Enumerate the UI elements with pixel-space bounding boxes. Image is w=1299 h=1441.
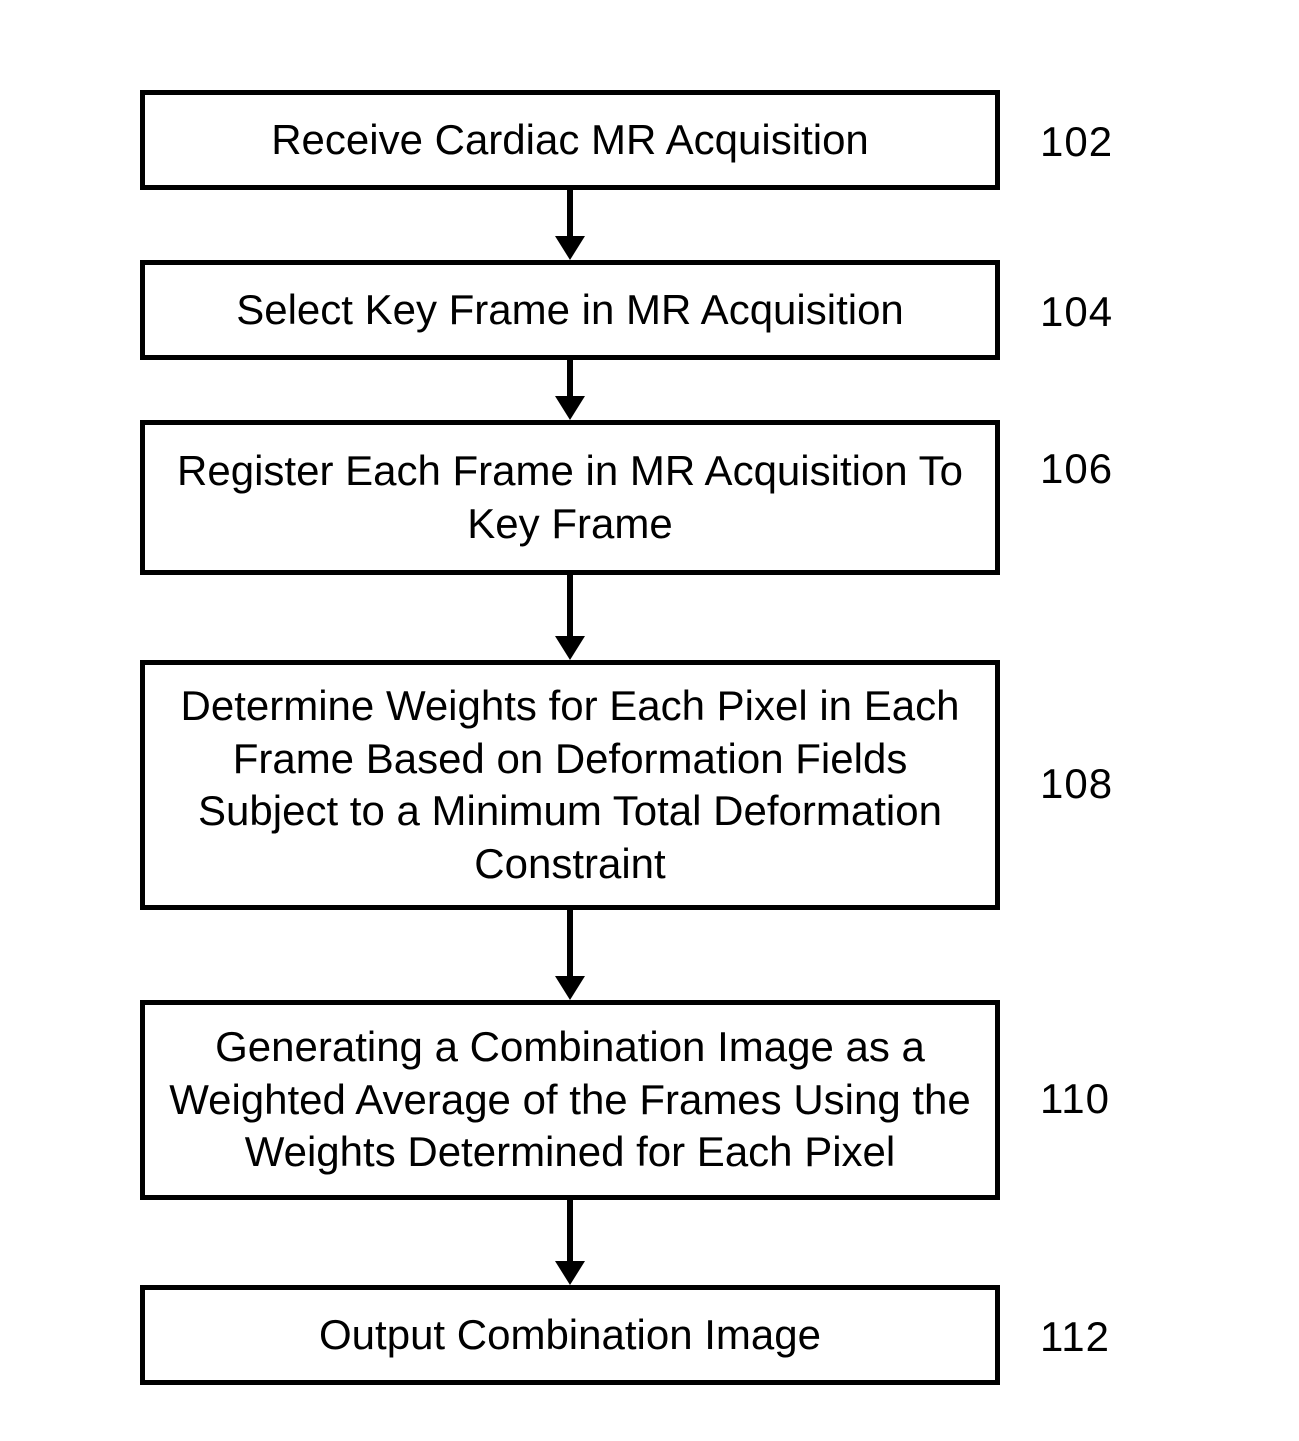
flow-node-text: Determine Weights for Each Pixel in Each… [161,680,979,890]
flow-node-receive-acquisition: Receive Cardiac MR Acquisition [140,90,1000,190]
flow-node-text: Receive Cardiac MR Acquisition [271,114,869,167]
flow-arrow-stem [567,190,573,236]
flow-arrow-head-icon [555,636,585,660]
flow-node-label: 104 [1040,288,1113,336]
flowchart-canvas: Receive Cardiac MR Acquisition 102 Selec… [0,0,1299,1441]
flow-arrow-head-icon [555,396,585,420]
flow-node-determine-weights: Determine Weights for Each Pixel in Each… [140,660,1000,910]
flow-node-label: 110 [1040,1075,1110,1123]
flow-node-label: 108 [1040,760,1113,808]
flow-node-register-frames: Register Each Frame in MR Acquisition To… [140,420,1000,575]
flow-node-text: Select Key Frame in MR Acquisition [236,284,904,337]
flow-arrow-stem [567,1200,573,1261]
flow-arrow-stem [567,575,573,636]
flow-node-text: Generating a Combination Image as a Weig… [161,1021,979,1179]
flow-node-label: 102 [1040,118,1113,166]
flow-arrow-stem [567,910,573,976]
flow-node-text: Output Combination Image [319,1309,821,1362]
flow-arrow-stem [567,360,573,396]
flow-node-label: 106 [1040,445,1113,493]
flow-arrow-head-icon [555,976,585,1000]
flow-arrow-head-icon [555,1261,585,1285]
flow-arrow-head-icon [555,236,585,260]
flow-node-text: Register Each Frame in MR Acquisition To… [161,445,979,550]
flow-node-select-key-frame: Select Key Frame in MR Acquisition [140,260,1000,360]
flow-node-output-image: Output Combination Image [140,1285,1000,1385]
flow-node-generate-combination: Generating a Combination Image as a Weig… [140,1000,1000,1200]
flow-node-label: 112 [1040,1313,1110,1361]
